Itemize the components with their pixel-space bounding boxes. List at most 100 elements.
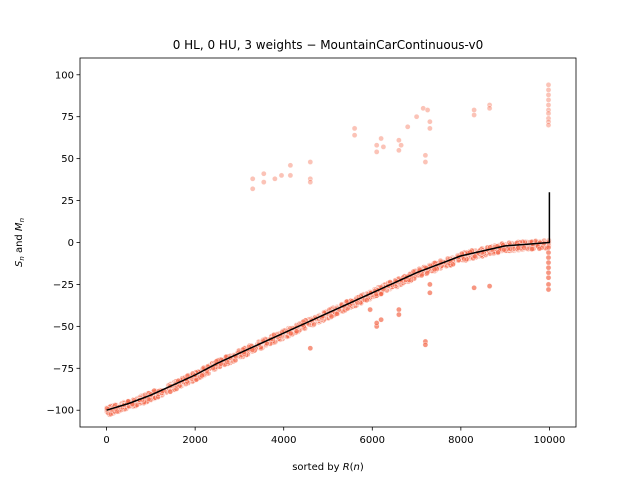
x-axis: 0 2000 4000 6000 8000 10000 xyxy=(103,427,565,446)
scatter-point xyxy=(545,102,552,108)
scatter-point xyxy=(145,396,152,403)
scatter-point xyxy=(167,388,174,395)
scatter-point xyxy=(422,341,429,348)
scatter-point xyxy=(472,253,479,260)
scatter-outliers xyxy=(249,82,552,352)
scatter-point xyxy=(373,142,380,148)
x-tick-label: 4000 xyxy=(271,435,296,446)
scatter-point xyxy=(545,259,552,266)
y-axis: −100 −75 −50 −25 0 25 50 75 100 xyxy=(47,70,80,417)
scatter-point xyxy=(118,407,124,413)
scatter-point xyxy=(545,115,552,122)
y-tick-label: 50 xyxy=(61,154,74,165)
scatter-point xyxy=(529,246,535,252)
scatter-point xyxy=(260,179,267,185)
scatter-point xyxy=(378,135,384,142)
scatter-point xyxy=(287,172,294,179)
scatter-point xyxy=(380,144,387,150)
scatter-point xyxy=(249,175,256,182)
scatter-point xyxy=(373,320,380,326)
scatter-point xyxy=(486,102,493,108)
scatter-point xyxy=(545,87,552,93)
scatter-point xyxy=(378,316,384,323)
x-tick-label: 0 xyxy=(103,435,109,446)
scatter-point xyxy=(427,118,433,125)
scatter-point xyxy=(545,254,552,261)
scatter-point xyxy=(471,284,477,291)
y-tick-label: −25 xyxy=(53,280,74,291)
x-tick-label: 10000 xyxy=(534,435,566,446)
scatter-point xyxy=(334,310,340,317)
scatter-point xyxy=(545,110,552,117)
scatter-point xyxy=(545,274,552,281)
scatter-point xyxy=(424,107,431,113)
scatter-point xyxy=(431,266,438,273)
scatter-point xyxy=(108,411,114,418)
scatter-point xyxy=(367,306,373,313)
scatter-point xyxy=(293,328,300,335)
scatter-point xyxy=(363,297,370,304)
x-tick-label: 6000 xyxy=(360,435,385,446)
x-axis-label: sorted by R(n) xyxy=(292,462,364,473)
scatter-point xyxy=(545,249,552,256)
scatter-point xyxy=(510,246,517,252)
scatter-point xyxy=(396,147,402,154)
y-axis-label: Sn and Mn xyxy=(14,218,26,267)
scatter-point xyxy=(396,311,402,318)
scatter-point xyxy=(536,245,543,252)
scatter-point xyxy=(501,246,507,253)
y-tick-label: −100 xyxy=(47,406,74,417)
scatter-point xyxy=(545,118,552,125)
scatter-point xyxy=(307,175,314,182)
scatter-point xyxy=(114,408,121,415)
scatter-point xyxy=(427,281,433,288)
scatter-point xyxy=(287,162,294,169)
scatter-point xyxy=(427,125,433,132)
scatter-point xyxy=(486,105,493,112)
y-tick-label: 75 xyxy=(61,112,74,123)
scatter-point xyxy=(307,345,314,352)
scatter-point xyxy=(545,97,552,103)
y-tick-label: 25 xyxy=(61,196,74,207)
x-tick-label: 8000 xyxy=(448,435,473,446)
scatter-point xyxy=(424,269,431,276)
scatter-point xyxy=(420,105,427,112)
scatter-point xyxy=(351,132,358,138)
scatter-point xyxy=(521,244,527,251)
scatter-point xyxy=(545,286,552,293)
scatter-point xyxy=(545,269,552,276)
scatter-point xyxy=(545,264,552,271)
scatter-point xyxy=(461,256,467,263)
scatter-point xyxy=(344,305,351,312)
scatter-point xyxy=(422,152,429,159)
plot-area xyxy=(103,82,552,418)
scatter-point xyxy=(545,281,552,288)
y-tick-label: −75 xyxy=(53,364,74,375)
scatter-point xyxy=(249,185,256,192)
scatter-point xyxy=(396,306,402,313)
scatter-point xyxy=(450,261,456,268)
scatter-point xyxy=(307,159,314,165)
scatter-point xyxy=(471,112,477,118)
y-tick-label: −50 xyxy=(53,322,74,333)
mean-line xyxy=(106,192,551,411)
scatter-point xyxy=(545,122,552,128)
scatter-point xyxy=(404,124,411,130)
scatter-point xyxy=(545,82,552,88)
scatter-point xyxy=(260,170,267,177)
scatter-point xyxy=(373,149,380,155)
scatter-point xyxy=(199,372,205,379)
scatter-point xyxy=(283,334,290,340)
scatter-point xyxy=(204,370,211,377)
scatter-point xyxy=(351,125,358,132)
scatter-point xyxy=(515,245,522,251)
scatter-point xyxy=(495,249,501,256)
y-tick-label: 0 xyxy=(68,238,74,249)
scatter-point xyxy=(422,159,429,165)
chart-title: 0 HL, 0 HU, 3 weights − MountainCarConti… xyxy=(173,38,484,52)
scatter-point xyxy=(545,92,552,98)
x-tick-label: 2000 xyxy=(182,435,207,446)
scatter-point xyxy=(486,283,493,289)
scatter-point xyxy=(328,313,335,320)
